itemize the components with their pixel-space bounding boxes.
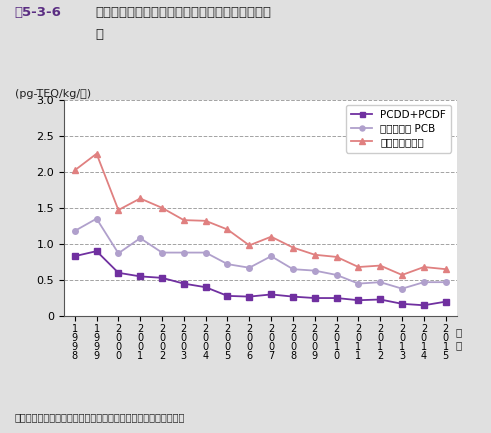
PCDD+PCDF xyxy=(137,274,143,279)
PCDD+PCDF xyxy=(334,295,340,301)
ダイオキシン類 xyxy=(181,217,187,223)
ダイオキシン類 xyxy=(312,252,318,257)
Text: 度: 度 xyxy=(456,340,462,350)
ダイオキシン類 xyxy=(224,227,230,232)
ダイオキシン類 xyxy=(268,234,274,239)
ダイオキシン類 xyxy=(115,207,121,213)
コプラナー PCB xyxy=(443,280,449,285)
PCDD+PCDF xyxy=(94,249,100,254)
PCDD+PCDF xyxy=(421,303,427,308)
Line: コプラナー PCB: コプラナー PCB xyxy=(72,216,448,291)
ダイオキシン類 xyxy=(421,265,427,270)
コプラナー PCB xyxy=(94,216,100,221)
コプラナー PCB xyxy=(377,280,383,285)
ダイオキシン類 xyxy=(334,254,340,259)
PCDD+PCDF xyxy=(203,284,209,290)
PCDD+PCDF xyxy=(312,295,318,301)
PCDD+PCDF xyxy=(355,297,361,303)
Text: 資料：厚生労働省「食哆からのダイオキシン類一日摂取量調査」: 資料：厚生労働省「食哆からのダイオキシン類一日摂取量調査」 xyxy=(15,412,185,422)
PCDD+PCDF xyxy=(159,275,165,281)
ダイオキシン類 xyxy=(246,243,252,248)
PCDD+PCDF xyxy=(268,292,274,297)
Text: 化: 化 xyxy=(96,28,104,41)
コプラナー PCB xyxy=(137,236,143,241)
ダイオキシン類 xyxy=(159,205,165,210)
ダイオキシン類 xyxy=(72,168,78,173)
コプラナー PCB xyxy=(246,265,252,270)
Text: 年: 年 xyxy=(456,327,462,337)
Text: 食哆からのダイオキシン類の一日摂取量の経年変: 食哆からのダイオキシン類の一日摂取量の経年変 xyxy=(96,6,272,19)
コプラナー PCB xyxy=(399,286,405,291)
コプラナー PCB xyxy=(115,251,121,256)
Text: (pg-TEQ/kg/日): (pg-TEQ/kg/日) xyxy=(15,89,91,99)
Text: 図5-3-6: 図5-3-6 xyxy=(15,6,61,19)
PCDD+PCDF xyxy=(115,270,121,275)
コプラナー PCB xyxy=(290,267,296,272)
PCDD+PCDF xyxy=(443,299,449,304)
PCDD+PCDF xyxy=(246,294,252,299)
PCDD+PCDF xyxy=(224,293,230,298)
ダイオキシン類 xyxy=(290,245,296,250)
PCDD+PCDF xyxy=(181,281,187,286)
ダイオキシン類 xyxy=(355,265,361,270)
Line: ダイオキシン類: ダイオキシン類 xyxy=(71,150,449,278)
ダイオキシン類 xyxy=(203,218,209,223)
PCDD+PCDF xyxy=(377,297,383,302)
コプラナー PCB xyxy=(203,250,209,255)
ダイオキシン類 xyxy=(137,196,143,201)
PCDD+PCDF xyxy=(290,294,296,299)
ダイオキシン類 xyxy=(94,151,100,156)
コプラナー PCB xyxy=(312,268,318,273)
PCDD+PCDF xyxy=(399,301,405,307)
ダイオキシン類 xyxy=(377,263,383,268)
コプラナー PCB xyxy=(421,280,427,285)
Line: PCDD+PCDF: PCDD+PCDF xyxy=(72,249,448,308)
コプラナー PCB xyxy=(224,262,230,267)
ダイオキシン類 xyxy=(399,272,405,278)
コプラナー PCB xyxy=(268,254,274,259)
Legend: PCDD+PCDF, コプラナー PCB, ダイオキシン類: PCDD+PCDF, コプラナー PCB, ダイオキシン類 xyxy=(346,105,451,152)
コプラナー PCB xyxy=(355,281,361,286)
コプラナー PCB xyxy=(181,250,187,255)
PCDD+PCDF xyxy=(72,254,78,259)
コプラナー PCB xyxy=(72,228,78,233)
コプラナー PCB xyxy=(159,250,165,255)
ダイオキシン類 xyxy=(443,267,449,272)
コプラナー PCB xyxy=(334,272,340,278)
